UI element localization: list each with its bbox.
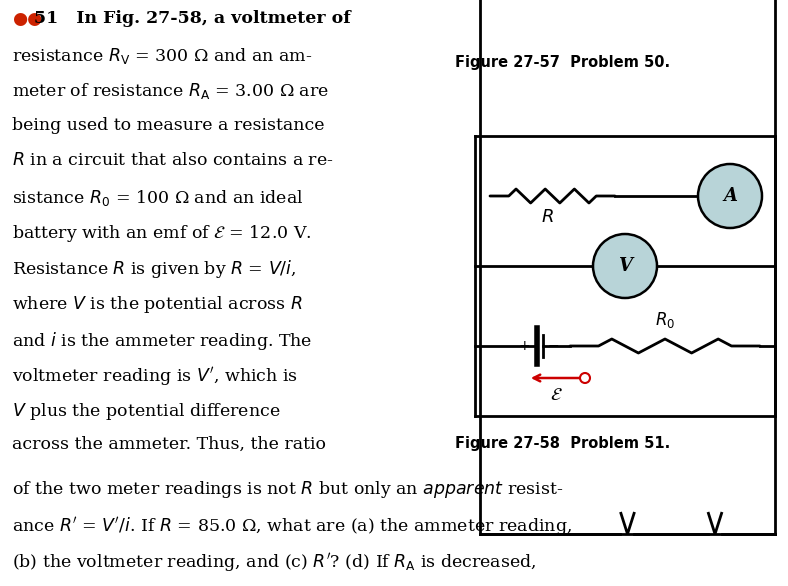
Text: $\mathcal{E}$: $\mathcal{E}$ xyxy=(550,386,563,404)
Text: 51   In Fig. 27-58, a voltmeter of: 51 In Fig. 27-58, a voltmeter of xyxy=(34,10,351,27)
Text: meter of resistance $R_{\mathrm{A}}$ = 3.00 Ω are: meter of resistance $R_{\mathrm{A}}$ = 3… xyxy=(12,81,329,101)
Text: (b) the voltmeter reading, and (c) $R'$? (d) If $R_{\mathrm{A}}$ is decreased,: (b) the voltmeter reading, and (c) $R'$?… xyxy=(12,550,537,574)
Text: $R$ in a circuit that also contains a re-: $R$ in a circuit that also contains a re… xyxy=(12,152,333,169)
Text: and $i$ is the ammeter reading. The: and $i$ is the ammeter reading. The xyxy=(12,329,312,352)
Text: A: A xyxy=(723,187,737,205)
Text: +: + xyxy=(519,339,530,353)
Text: −: − xyxy=(547,339,559,353)
Text: ance $R'$ = $V'/i$. If $R$ = 85.0 Ω, what are (a) the ammeter reading,: ance $R'$ = $V'/i$. If $R$ = 85.0 Ω, wha… xyxy=(12,515,572,538)
Text: Figure 27-58  Problem 51.: Figure 27-58 Problem 51. xyxy=(455,436,671,451)
Text: resistance $R_{\mathrm{V}}$ = 300 Ω and an am-: resistance $R_{\mathrm{V}}$ = 300 Ω and … xyxy=(12,46,312,66)
Text: $R$: $R$ xyxy=(541,208,554,226)
Text: $V$ plus the potential difference: $V$ plus the potential difference xyxy=(12,400,281,421)
Circle shape xyxy=(593,234,657,298)
Circle shape xyxy=(698,164,762,228)
Text: V: V xyxy=(618,257,632,275)
Text: of the two meter readings is not $R$ but only an $\mathit{apparent}$ resist-: of the two meter readings is not $R$ but… xyxy=(12,479,563,500)
Text: $R_0$: $R_0$ xyxy=(655,310,675,330)
Text: Resistance $R$ is given by $R$ = $V/i$,: Resistance $R$ is given by $R$ = $V/i$, xyxy=(12,258,296,281)
Text: across the ammeter. Thus, the ratio: across the ammeter. Thus, the ratio xyxy=(12,436,326,453)
Text: voltmeter reading is $V'$, which is: voltmeter reading is $V'$, which is xyxy=(12,365,298,388)
Text: sistance $R_0$ = 100 Ω and an ideal: sistance $R_0$ = 100 Ω and an ideal xyxy=(12,188,303,207)
Text: where $V$ is the potential across $R$: where $V$ is the potential across $R$ xyxy=(12,294,303,315)
Text: battery with an emf of $\mathcal{E}$ = 12.0 V.: battery with an emf of $\mathcal{E}$ = 1… xyxy=(12,223,311,244)
Circle shape xyxy=(580,373,590,383)
Text: ●●: ●● xyxy=(12,10,43,28)
Text: being used to measure a resistance: being used to measure a resistance xyxy=(12,117,325,134)
Text: Figure 27-57  Problem 50.: Figure 27-57 Problem 50. xyxy=(455,55,670,70)
